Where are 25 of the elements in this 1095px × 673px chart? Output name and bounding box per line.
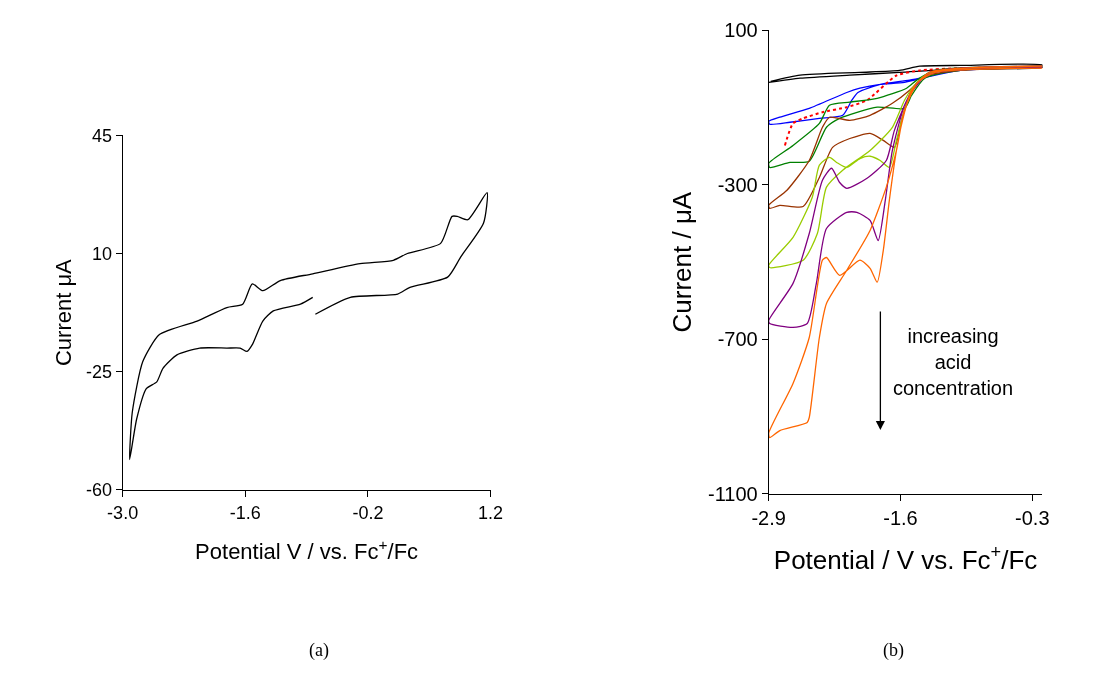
annotation: increasing acid concentration — [893, 325, 1014, 399]
x-tick-label: 1.2 — [478, 502, 504, 523]
x-tick-label: -0.2 — [352, 502, 384, 523]
line-series — [768, 65, 1043, 329]
y-axis-title: Current / μA — [667, 191, 698, 333]
x-tick-label: -1.6 — [883, 506, 918, 529]
text: (b) — [883, 640, 904, 661]
y-axis-title: Current μA — [50, 258, 76, 367]
line-series — [768, 65, 1043, 439]
x-axis-title: Potential V / vs. Fc$^{+}$/Fc — [195, 536, 419, 565]
x-tick-label: -0.3 — [1015, 506, 1050, 529]
y-tick-label: -25 — [86, 362, 113, 383]
x-axis-title: Potential / V vs. Fc$^{+}$/Fc — [773, 541, 1038, 575]
y-tick-label: -300 — [717, 173, 758, 196]
y-tick-label: 100 — [724, 19, 758, 42]
y-tick-label: -1100 — [708, 482, 758, 505]
y-tick-label: 10 — [92, 243, 113, 264]
x-tick-label: -2.9 — [751, 506, 786, 529]
x-tick-label: -1.6 — [229, 502, 261, 523]
text: (a) — [309, 640, 329, 661]
y-tick-label: -60 — [86, 480, 113, 501]
y-tick-label: -700 — [717, 328, 758, 351]
line-series — [128, 192, 489, 461]
y-tick-label: 45 — [92, 125, 113, 146]
text: -3.0 — [107, 502, 139, 523]
